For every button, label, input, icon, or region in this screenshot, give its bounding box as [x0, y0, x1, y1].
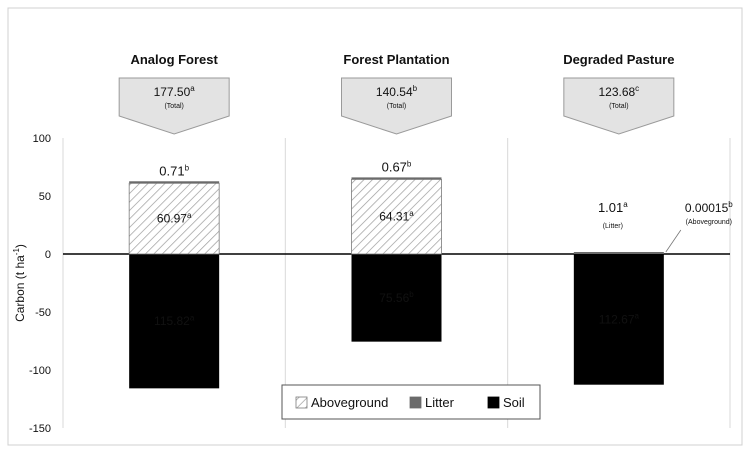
bar-soil: [129, 254, 220, 389]
y-tick-label: 50: [39, 191, 51, 203]
y-axis-label: Carbon (t ha-1): [12, 244, 27, 322]
aboveground-value-label: 64.31a: [379, 209, 414, 224]
litter-value-label: 0.71b: [159, 163, 189, 178]
total-value-label: 140.54b: [376, 84, 418, 99]
bar-aboveground: [351, 179, 442, 255]
total-callout-box: [118, 77, 230, 135]
legend: Aboveground Litter Soil: [281, 384, 541, 420]
soil-value-label: 75.56b: [379, 290, 414, 305]
bar-litter: [573, 251, 664, 254]
total-callout-box: [563, 77, 675, 135]
bar-litter: [351, 177, 442, 180]
data-labels: 115.82a 60.97a 0.71b 75.56b 64.31a 0.67b 112.6…: [154, 159, 733, 328]
total-callout-box: [341, 77, 452, 135]
legend-item-soil-swatch: [487, 396, 500, 409]
category-title: Degraded Pasture: [563, 52, 674, 67]
y-tick-label: 100: [33, 133, 51, 145]
legend-item-litter-label: Litter: [425, 395, 455, 410]
aboveground-value-label: 0.00015b: [685, 200, 733, 215]
total-value-label: 123.68c: [598, 84, 639, 99]
total-value-label: 177.50a: [154, 84, 196, 99]
bar-soil: [351, 254, 442, 342]
category-title: Analog Forest: [130, 52, 218, 67]
y-tick-label: -150: [29, 423, 51, 435]
y-tick-label: -50: [35, 307, 51, 319]
category-title: Forest Plantation: [343, 52, 449, 67]
total-note-label: (Total): [387, 103, 406, 110]
aboveground-leader-line: [665, 229, 682, 253]
aboveground-value-label: 60.97a: [157, 211, 192, 226]
litter-value-label: 0.67b: [382, 159, 412, 174]
legend-item-soil-label: Soil: [503, 395, 525, 410]
grid-lines: [62, 138, 731, 428]
litter-value-label: 1.01a: [598, 200, 628, 215]
legend-item-aboveground-swatch: [295, 396, 308, 409]
bar-litter: [129, 181, 220, 184]
y-tick-label: 0: [45, 249, 51, 261]
soil-value-label: 115.82a: [154, 313, 195, 328]
bars: [128, 177, 664, 389]
legend-item-litter-swatch: [409, 396, 422, 409]
aboveground-note-label: (Aboveground): [686, 219, 732, 226]
soil-value-label: 112.67a: [599, 312, 640, 327]
bar-soil: [573, 254, 664, 385]
legend-item-aboveground-label: Aboveground: [311, 395, 388, 410]
y-tick-label: -100: [29, 365, 51, 377]
litter-note-label: (Litter): [603, 223, 623, 230]
total-note-label: (Total): [164, 103, 183, 110]
bar-aboveground: [128, 182, 220, 255]
total-note-label: (Total): [609, 103, 628, 110]
total-callouts: Analog Forest 177.50a (Total) Forest Planta…: [118, 52, 675, 135]
